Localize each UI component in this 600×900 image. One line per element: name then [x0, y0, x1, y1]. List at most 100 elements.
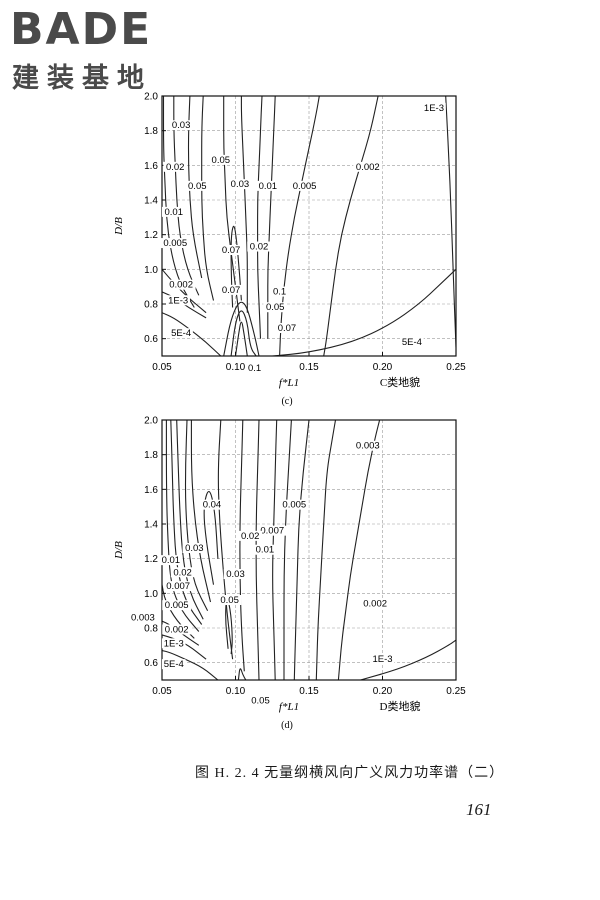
contour-label-bg [161, 638, 186, 649]
contour-chart-svg: 0.05 0.10 0.15 0.20 0.25 0.6 0.8 1.0 1.2 1.4 1.6 1.… [113, 416, 466, 732]
contour-label: 0.02 [166, 162, 185, 173]
contour-label-bg [163, 581, 193, 592]
contour-line [272, 268, 456, 356]
contour-line [234, 321, 248, 356]
contour-label: 0.01 [165, 207, 184, 218]
contour-label: 0.02 [250, 242, 269, 253]
contour-line [223, 301, 260, 356]
contour-label-bg [353, 440, 383, 451]
contour-label-bg [162, 624, 192, 635]
contour-label: 5E-4 [164, 659, 184, 670]
contour-line [255, 420, 260, 680]
contour-line [162, 312, 222, 356]
contour-line [323, 96, 379, 356]
page-number: 161 [466, 800, 492, 819]
contour-line [223, 96, 241, 322]
contour-label: 0.007 [260, 526, 284, 537]
panel-label: (c) [281, 396, 292, 407]
terrain-label: D类地貌 [380, 699, 421, 713]
contour-label: 1E-3 [372, 654, 392, 665]
contour-label: 0.005 [282, 500, 306, 511]
y-tick-label: 0.8 [144, 624, 158, 635]
contour-label-bg [169, 120, 193, 131]
contour-label: 0.05 [266, 302, 285, 313]
contour-label-bg [200, 499, 224, 510]
x-tick-label: 0.05 [152, 686, 172, 697]
contour-label: 0.002 [363, 598, 387, 609]
contour-line [283, 420, 292, 680]
y-tick-label: 0.6 [144, 658, 158, 669]
contour-line [279, 96, 320, 356]
contour-label-bg [400, 336, 424, 347]
contour-label-bg [253, 544, 277, 555]
contour-label-bg [169, 328, 193, 339]
contour-line [176, 420, 204, 620]
contour-label-bg [228, 179, 252, 190]
terrain-label: C类地貌 [380, 375, 420, 389]
y-tick-label: 1.8 [144, 126, 158, 137]
contour-label: 0.007 [166, 581, 190, 592]
contour-label-bg [166, 295, 190, 306]
y-tick-label: 1.8 [144, 450, 158, 461]
contour-label-bg [279, 499, 309, 510]
x-tick-label: 0.10 [226, 362, 246, 373]
contour-line [293, 420, 310, 680]
contour-label-bg [163, 161, 188, 172]
contour-label-bg [159, 555, 183, 566]
contour-label-bg [160, 238, 190, 249]
contour-line [162, 634, 207, 660]
contour-line [315, 420, 337, 680]
contour-label: 0.003 [131, 612, 155, 623]
y-tick-label: 1.4 [144, 520, 158, 531]
logo-brand: BADE [10, 4, 153, 55]
contour-line [190, 420, 212, 603]
contour-line [217, 420, 234, 660]
x-axis-label: f*L1 [279, 701, 299, 713]
contour-label-bg [217, 595, 242, 605]
contour-line [162, 584, 195, 639]
x-axis-label: f*L1 [279, 377, 299, 389]
contour-line [162, 649, 219, 680]
contour-line [240, 96, 248, 313]
figure-caption: 图 H. 2. 4 无量纲横风向广义风力功率谱（二） [195, 766, 505, 781]
contour-label: 0.07 [222, 245, 241, 256]
contour-label: 0.01 [256, 545, 275, 556]
y-tick-label: 2.0 [144, 416, 158, 427]
x-tick-label: 0.15 [299, 686, 319, 697]
contour-label-bg [270, 286, 289, 297]
contour-label: 0.02 [173, 567, 192, 578]
contour-label-bg [166, 279, 196, 290]
contour-label-bg [247, 241, 271, 252]
y-axis-label: D/B [113, 217, 125, 236]
contour-label: 5E-4 [402, 337, 422, 348]
contour-label: 0.03 [172, 120, 191, 131]
contour-label: 0.01 [162, 555, 181, 566]
contour-label-bg [370, 653, 395, 664]
contour-label-bg [257, 525, 287, 536]
contour-label: 0.005 [165, 600, 189, 611]
contour-label: 0.002 [356, 162, 380, 173]
contour-label-bg [128, 612, 158, 623]
contour-label: 0.005 [293, 181, 317, 192]
contour-line [337, 420, 381, 680]
x-tick-label: 0.25 [446, 686, 466, 697]
y-axis-label: D/B [113, 541, 125, 560]
contour-label: 0.05 [188, 181, 207, 192]
contour-label: 0.003 [356, 441, 380, 452]
contour-label-bg [209, 154, 233, 165]
contour-label-bg [353, 161, 383, 172]
contour-label: 0.07 [222, 285, 241, 296]
y-tick-label: 1.6 [144, 161, 158, 172]
y-tick-label: 0.6 [144, 334, 158, 345]
contour-label: 0.1 [273, 287, 286, 298]
contour-label-bg [422, 102, 446, 113]
contour-label-bg [223, 569, 248, 579]
contour-label: 1E-3 [424, 103, 444, 114]
contour-label-bg [256, 180, 280, 191]
contour-line [162, 268, 207, 314]
y-tick-label: 1.2 [144, 230, 158, 241]
contour-label: 0.07 [278, 323, 297, 334]
contour-label-bg [360, 598, 390, 609]
contour-label: 0.01 [259, 181, 278, 192]
y-tick-label: 1.0 [144, 265, 158, 276]
